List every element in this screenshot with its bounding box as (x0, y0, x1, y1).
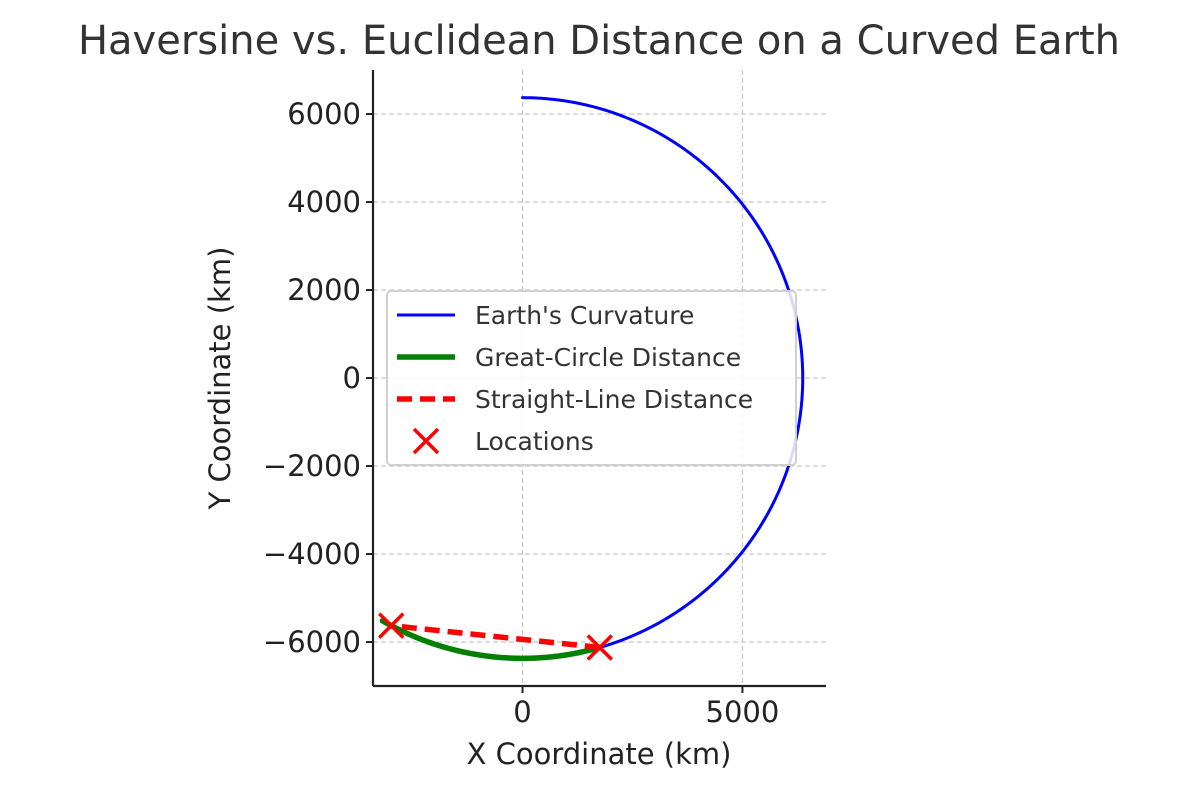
y-tick-label: −4000 (263, 537, 361, 571)
data-point (378, 612, 405, 639)
plot-area (378, 96, 805, 662)
series-line (390, 622, 601, 651)
y-tick-label: −2000 (263, 449, 361, 483)
x-tick-label: 0 (513, 695, 531, 729)
y-tick-label: 6000 (287, 97, 361, 131)
series-line (521, 96, 805, 649)
legend-label: Earth's Curvature (475, 301, 694, 330)
legend-label: Straight-Line Distance (475, 385, 753, 414)
chart-title: Haversine vs. Euclidean Distance on a Cu… (78, 18, 1120, 64)
data-point (586, 634, 614, 661)
y-tick-label: 0 (343, 361, 361, 395)
legend-label: Locations (475, 427, 594, 456)
legend-swatch (412, 427, 440, 455)
series-line (379, 618, 603, 662)
legend: Earth's Curvature Great-Circle Distance St… (386, 290, 797, 466)
legend-label: Great-Circle Distance (475, 343, 741, 372)
x-tick-label: 5000 (706, 695, 780, 729)
y-axis-label: Y Coordinate (km) (203, 247, 237, 511)
ticks: 0 5000 6000 4000 2000 0 −2000 −4000 −6000 (263, 97, 779, 729)
y-tick-label: 2000 (287, 273, 361, 307)
y-tick-label: 4000 (287, 185, 361, 219)
legend-box (386, 290, 797, 466)
x-axis-label: X Coordinate (km) (467, 737, 732, 771)
y-tick-label: −6000 (263, 625, 361, 659)
